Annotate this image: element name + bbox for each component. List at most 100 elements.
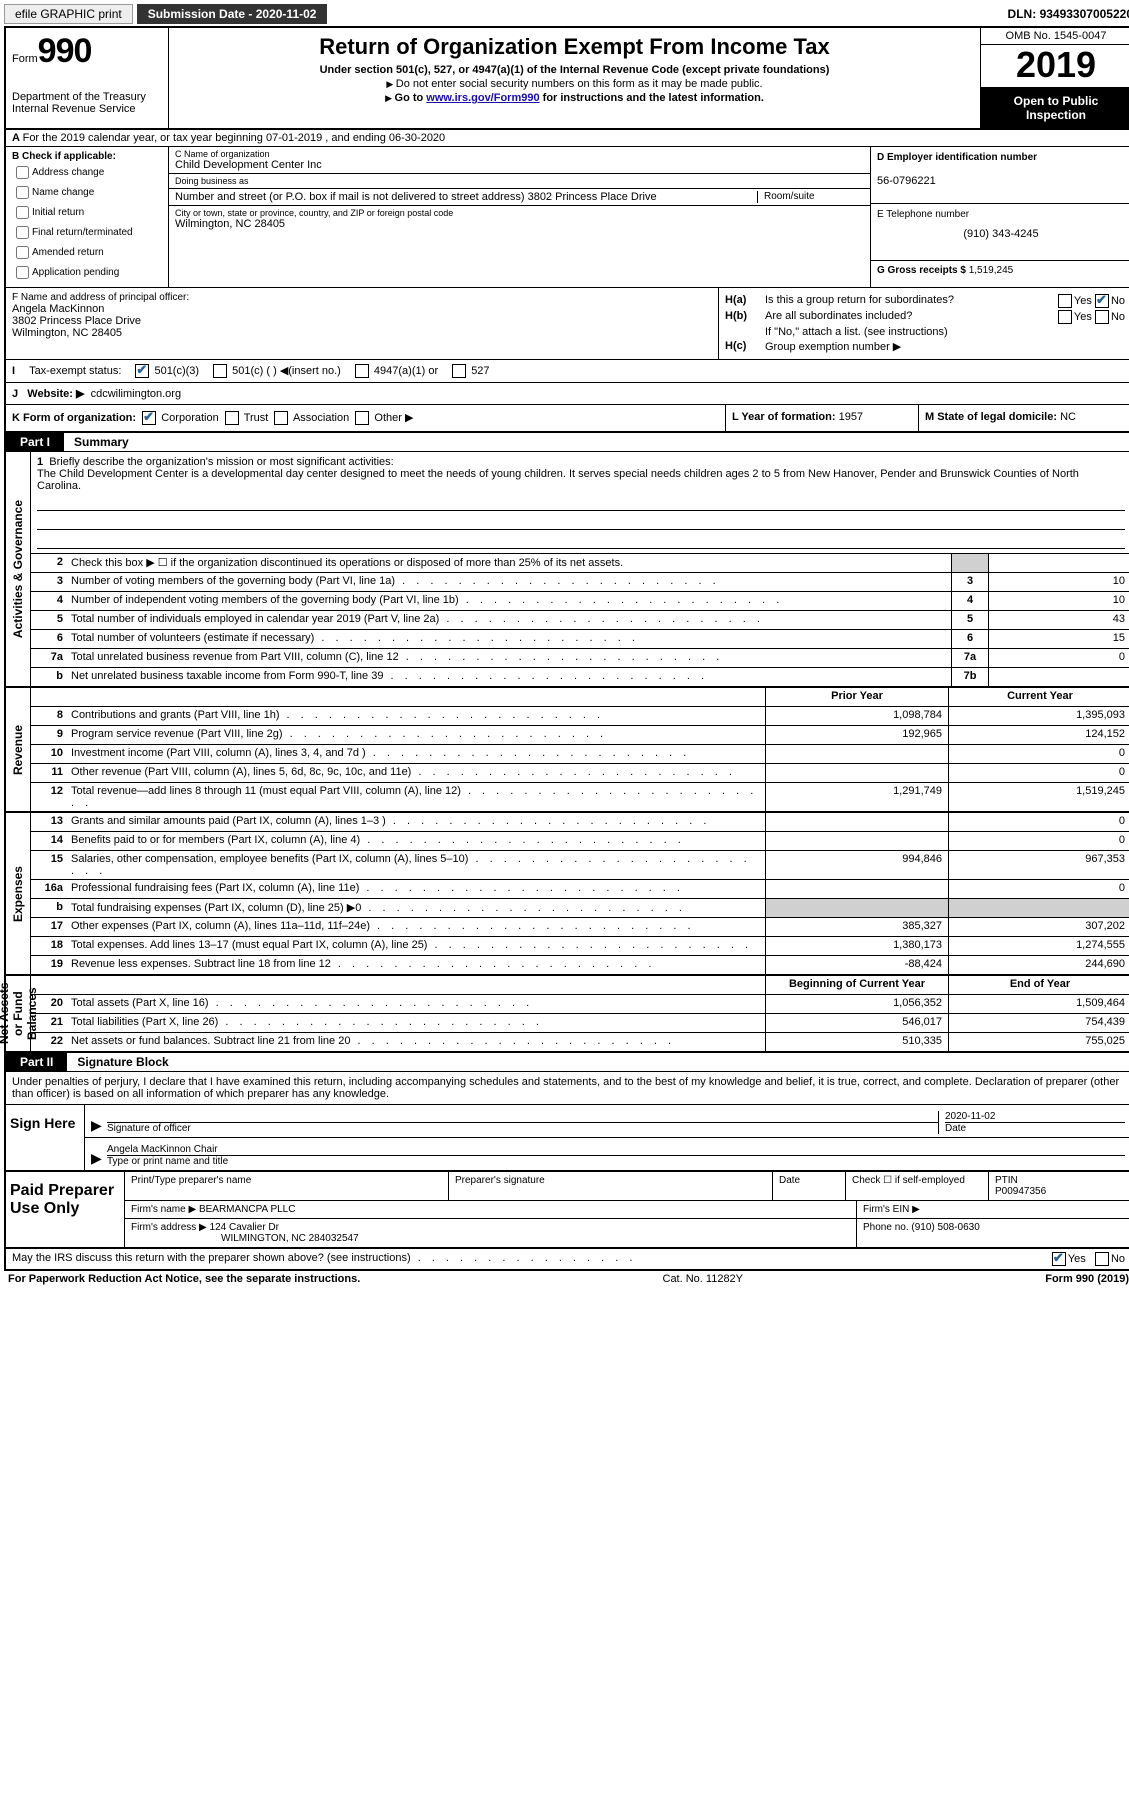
tax-year: 2019 <box>981 45 1129 88</box>
discuss-text: May the IRS discuss this return with the… <box>12 1252 1052 1266</box>
line-text: Benefits paid to or for members (Part IX… <box>67 832 765 850</box>
chk-corporation[interactable] <box>142 411 156 425</box>
prior-year-value: 1,056,352 <box>765 995 948 1013</box>
opt-other: Other ▶ <box>374 412 413 424</box>
city-value: Wilmington, NC 28405 <box>175 218 285 230</box>
box-g-gross-receipts: G Gross receipts $ 1,519,245 <box>871 261 1129 280</box>
line-text: Total fundraising expenses (Part IX, col… <box>67 899 765 917</box>
part-ii-tab: Part II <box>6 1053 67 1071</box>
firm-addr1: 124 Cavalier Dr <box>210 1222 279 1233</box>
line-text: Professional fundraising fees (Part IX, … <box>67 880 765 898</box>
hb-yes-checkbox[interactable] <box>1058 310 1072 324</box>
revenue-header-row: Prior Year Current Year <box>31 688 1129 707</box>
row-a-text: For the 2019 calendar year, or tax year … <box>23 132 446 144</box>
officer-addr2: Wilmington, NC 28405 <box>12 327 712 339</box>
hb-note: If "No," attach a list. (see instruction… <box>765 326 1125 338</box>
line-value: 0 <box>988 649 1129 667</box>
hb-text: Are all subordinates included? <box>765 310 1058 324</box>
line-text: Check this box ▶ ☐ if the organization d… <box>67 554 951 572</box>
vlabel-revenue: Revenue <box>9 721 27 779</box>
line-number: 14 <box>31 832 67 850</box>
self-emp-label: Check ☐ if self-employed <box>852 1175 965 1186</box>
line-text: Total unrelated business revenue from Pa… <box>67 649 951 667</box>
submission-date: 2020-11-02 <box>256 7 317 21</box>
chk-application-pending[interactable]: Application pending <box>12 263 162 282</box>
chk-name-change[interactable]: Name change <box>12 183 162 202</box>
prep-date-label: Date <box>773 1172 846 1200</box>
chk-4947[interactable] <box>355 364 369 378</box>
col-begin-year: Beginning of Current Year <box>765 976 948 994</box>
part-i-header: Part I Summary <box>6 433 1129 452</box>
goto-post: for instructions and the latest informat… <box>540 92 764 104</box>
line-text: Other expenses (Part IX, column (A), lin… <box>67 918 765 936</box>
line-number: 12 <box>31 783 67 811</box>
submission-date-button[interactable]: Submission Date - 2020-11-02 <box>137 4 328 24</box>
chk-address-change[interactable]: Address change <box>12 163 162 182</box>
line-text: Salaries, other compensation, employee b… <box>67 851 765 879</box>
no-label: No <box>1111 1253 1125 1265</box>
chk-initial-return[interactable]: Initial return <box>12 203 162 222</box>
current-year-value: 967,353 <box>948 851 1129 879</box>
data-line: 18Total expenses. Add lines 13–17 (must … <box>31 937 1129 956</box>
ha-checks: Yes No <box>1058 294 1125 308</box>
chk-trust[interactable] <box>225 411 239 425</box>
footer-right: Form 990 (2019) <box>1045 1273 1129 1285</box>
data-line: 15Salaries, other compensation, employee… <box>31 851 1129 880</box>
chk-501c[interactable] <box>213 364 227 378</box>
gr-value: 1,519,245 <box>969 265 1014 276</box>
line-number: 6 <box>31 630 67 648</box>
firm-addr2: WILMINGTON, NC 284032547 <box>221 1233 359 1244</box>
line-text: Total revenue—add lines 8 through 11 (mu… <box>67 783 765 811</box>
f-label: F Name and address of principal officer: <box>12 292 712 303</box>
box-k: K Form of organization: Corporation Trus… <box>6 405 726 431</box>
chk-final-return[interactable]: Final return/terminated <box>12 223 162 242</box>
ptin-value: P00947356 <box>995 1186 1046 1197</box>
mission-num: 1 <box>37 456 43 468</box>
line-number: 16a <box>31 880 67 898</box>
ha-no-checkbox[interactable] <box>1095 294 1109 308</box>
box-e-telephone: E Telephone number (910) 343-4245 <box>871 204 1129 261</box>
hb-no-checkbox[interactable] <box>1095 310 1109 324</box>
line-box: 7a <box>951 649 988 667</box>
discuss-no-checkbox[interactable] <box>1095 1252 1109 1266</box>
firm-name-value: BEARMANCPA PLLC <box>199 1204 296 1215</box>
line-1-mission: 1 Briefly describe the organization's mi… <box>31 452 1129 554</box>
block-expenses: Expenses 13Grants and similar amounts pa… <box>6 813 1129 976</box>
line-text: Investment income (Part VIII, column (A)… <box>67 745 765 763</box>
line-text: Total number of volunteers (estimate if … <box>67 630 951 648</box>
discuss-yes-checkbox[interactable] <box>1052 1252 1066 1266</box>
chk-amended-return[interactable]: Amended return <box>12 243 162 262</box>
line-text: Other revenue (Part VIII, column (A), li… <box>67 764 765 782</box>
dln-value: 93493307005220 <box>1040 7 1129 21</box>
current-year-value: 1,274,555 <box>948 937 1129 955</box>
line-text: Total assets (Part X, line 16) <box>67 995 765 1013</box>
m-value: NC <box>1060 411 1076 423</box>
sig-name-value: Angela MacKinnon Chair <box>107 1144 1125 1155</box>
ha-yes-checkbox[interactable] <box>1058 294 1072 308</box>
data-line: 10Investment income (Part VIII, column (… <box>31 745 1129 764</box>
org-name-label: C Name of organization <box>175 149 864 159</box>
data-line: bTotal fundraising expenses (Part IX, co… <box>31 899 1129 918</box>
line-box: 6 <box>951 630 988 648</box>
chk-501c3[interactable] <box>135 364 149 378</box>
gov-line: 3Number of voting members of the governi… <box>31 573 1129 592</box>
firm-phone-value: (910) 508-0630 <box>911 1222 979 1233</box>
line-box: 7b <box>951 668 988 686</box>
prior-year-value: 385,327 <box>765 918 948 936</box>
l-label: L Year of formation: <box>732 411 836 423</box>
line-text: Grants and similar amounts paid (Part IX… <box>67 813 765 831</box>
netassets-header-row: Beginning of Current Year End of Year <box>31 976 1129 995</box>
chk-527[interactable] <box>452 364 466 378</box>
yes-label: Yes <box>1074 295 1092 307</box>
data-line: 20Total assets (Part X, line 16)1,056,35… <box>31 995 1129 1014</box>
line-box: 5 <box>951 611 988 629</box>
form990-link[interactable]: www.irs.gov/Form990 <box>426 92 539 104</box>
sign-here-block: Sign Here ▶ Signature of officer 2020-11… <box>6 1105 1129 1172</box>
line-number: 13 <box>31 813 67 831</box>
box-b-title: B Check if applicable: <box>12 151 116 162</box>
form-word: Form <box>12 53 38 65</box>
chk-other[interactable] <box>355 411 369 425</box>
line-text: Total liabilities (Part X, line 26) <box>67 1014 765 1032</box>
chk-association[interactable] <box>274 411 288 425</box>
efile-button[interactable]: efile GRAPHIC print <box>4 4 133 24</box>
